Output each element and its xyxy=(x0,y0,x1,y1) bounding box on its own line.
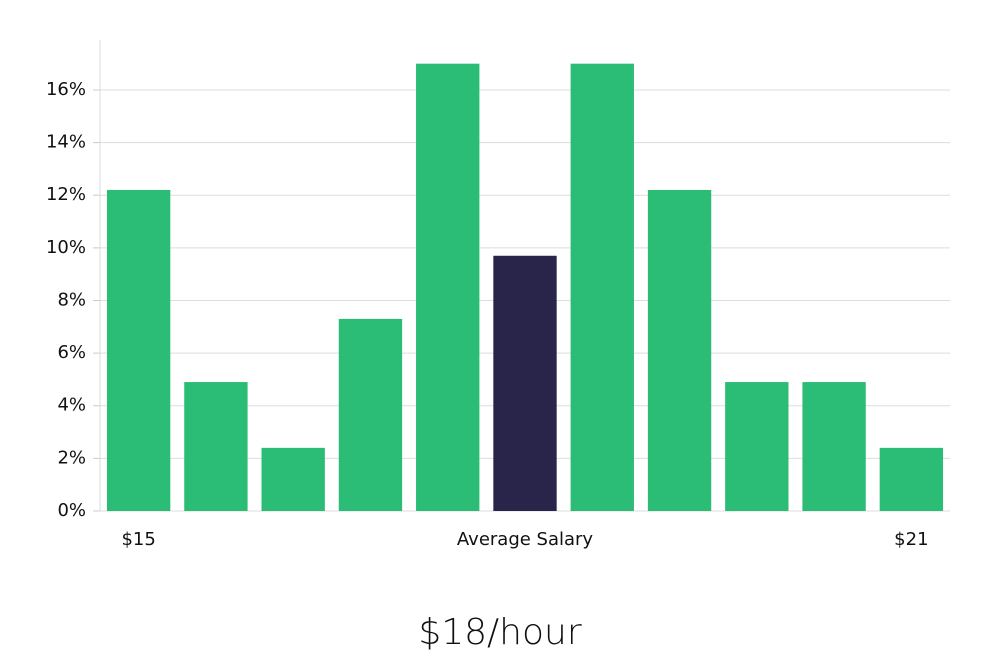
y-tick-label: 2% xyxy=(57,447,86,468)
y-tick-label: 10% xyxy=(46,237,86,258)
x-tick-label: $15 xyxy=(121,529,155,550)
y-tick-label: 12% xyxy=(46,184,86,205)
x-tick-label: Average Salary xyxy=(457,529,594,550)
bar xyxy=(338,318,403,511)
bar xyxy=(106,189,171,511)
x-tick-label: $21 xyxy=(894,529,928,550)
bar xyxy=(802,382,866,511)
chart-subtitle: $18/hour xyxy=(418,612,582,653)
bar xyxy=(416,63,480,511)
bar xyxy=(493,255,557,511)
y-tick-label: 6% xyxy=(57,342,86,363)
y-tick-label: 14% xyxy=(46,132,86,153)
y-tick-label: 4% xyxy=(57,395,86,416)
bar xyxy=(570,63,634,511)
y-tick-label: 8% xyxy=(57,289,86,310)
y-tick-label: 16% xyxy=(46,79,86,100)
y-tick-label: 0% xyxy=(57,500,86,521)
bar xyxy=(647,189,712,511)
bar xyxy=(184,382,248,511)
bar xyxy=(725,382,789,511)
bar xyxy=(879,447,944,511)
bar xyxy=(261,447,325,511)
